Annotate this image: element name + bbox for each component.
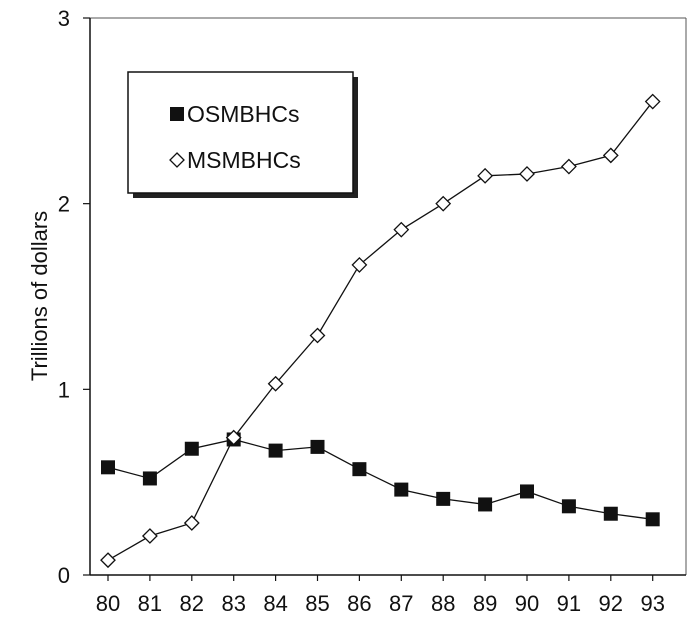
data-point-osmbhcs [310,439,325,454]
x-tick-label: 88 [431,591,455,616]
x-tick-label: 80 [96,591,120,616]
y-tick-label: 3 [58,6,70,31]
series-line-msmbhcs [107,101,654,561]
data-point-osmbhcs [603,506,618,521]
y-tick-label: 0 [58,563,70,588]
data-point-osmbhcs [101,460,115,475]
x-tick-label: 86 [347,591,371,616]
data-point-msmbhcs [560,158,577,175]
data-point-msmbhcs [393,221,410,238]
y-axis-ticks: 0 1 2 3 [58,6,90,588]
legend-square-icon [170,107,184,121]
x-tick-label: 82 [180,591,204,616]
data-point-msmbhcs [183,515,200,531]
data-point-msmbhcs [602,147,619,164]
data-point-msmbhcs [519,166,535,182]
x-tick-label: 84 [263,591,287,616]
data-point-osmbhcs [352,462,367,477]
legend-label-msmbhcs: MSMBHCs [187,147,301,173]
x-tick-label: 90 [515,591,539,616]
data-point-msmbhcs [267,375,284,392]
y-tick-label: 1 [58,377,70,402]
data-point-osmbhcs [142,471,157,486]
data-point-msmbhcs [141,528,158,544]
x-tick-label: 93 [640,591,664,616]
x-tick-label: 89 [473,591,497,616]
data-point-osmbhcs [394,482,409,497]
data-point-msmbhcs [644,93,661,110]
data-point-msmbhcs [351,257,368,273]
x-tick-label: 83 [221,591,245,616]
data-point-osmbhcs [478,497,493,512]
x-tick-label: 87 [389,591,413,616]
data-point-msmbhcs [100,552,116,569]
legend: OSMBHCs MSMBHCs [127,71,358,198]
data-point-msmbhcs [435,195,452,212]
legend-diamond-icon [169,152,185,168]
y-axis-label: Trillions of dollars [27,211,52,381]
x-tick-label: 92 [599,591,623,616]
data-point-osmbhcs [184,441,199,456]
data-point-osmbhcs [268,443,283,458]
y-tick-label: 2 [58,192,70,217]
x-axis-ticks: 80 81 82 83 84 85 86 87 88 89 90 91 92 93 [96,575,665,616]
data-point-osmbhcs [561,499,576,514]
legend-box [127,71,354,194]
x-tick-label: 85 [305,591,329,616]
data-point-msmbhcs [309,327,326,344]
data-point-osmbhcs [520,484,534,499]
data-point-msmbhcs [225,429,242,446]
data-point-osmbhcs [645,512,660,527]
data-point-osmbhcs [436,491,451,506]
data-point-msmbhcs [477,167,494,184]
series-layer [100,93,661,569]
x-tick-label: 91 [557,591,581,616]
x-tick-label: 81 [138,591,162,616]
legend-label-osmbhcs: OSMBHCs [187,101,299,127]
